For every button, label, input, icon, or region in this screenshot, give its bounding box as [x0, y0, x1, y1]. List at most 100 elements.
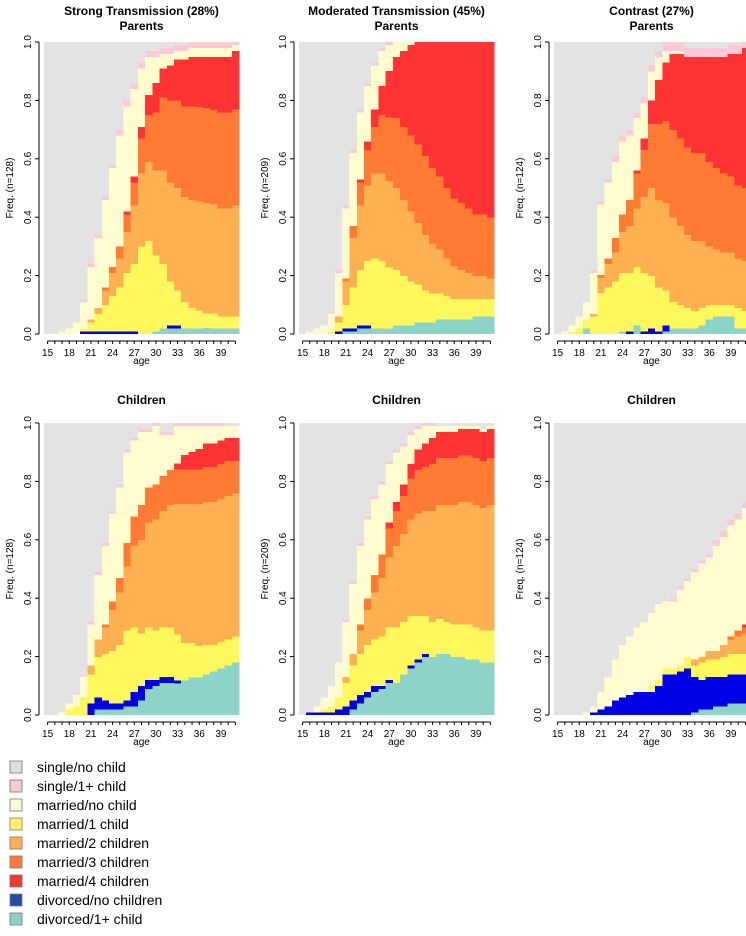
y-tick-label: 0.2 [23, 268, 34, 282]
bar-segment [166, 100, 175, 183]
bar-segment [371, 328, 379, 335]
bar-segment [720, 531, 728, 538]
bar-segment [385, 328, 394, 335]
bar-segment [109, 703, 117, 710]
x-tick-label: 33 [682, 348, 694, 359]
bar-segment [385, 528, 394, 558]
x-tick-label: 15 [552, 348, 564, 359]
y-tick-label: 0.4 [23, 591, 34, 605]
bar-segment [698, 563, 707, 657]
bar-segment [727, 44, 735, 54]
bar-segment [217, 642, 225, 669]
bar-segment [224, 665, 233, 716]
bar-segment [698, 560, 707, 564]
bar-segment [407, 281, 415, 326]
panel-subtitle: Children [627, 393, 676, 407]
bar-segment [224, 56, 233, 113]
bar-segment [130, 205, 139, 265]
bar-segment [364, 42, 372, 84]
bar-segment [174, 50, 182, 60]
bar-segment [174, 44, 182, 51]
legend-swatch [9, 836, 23, 850]
bar-segment [429, 510, 437, 622]
bar-segment [392, 682, 401, 716]
bar-segment [400, 443, 408, 447]
bar-segment [327, 685, 336, 707]
bar-segment [429, 42, 437, 168]
bar-segment [101, 542, 110, 546]
x-tick-label: 24 [617, 729, 629, 740]
bar-segment [691, 712, 699, 716]
bar-segment [407, 431, 415, 435]
bar-segment [472, 42, 480, 215]
bar-segment [443, 431, 452, 459]
bar-segment [217, 328, 225, 335]
y-tick-label: 0.8 [23, 474, 34, 488]
bar-segment [101, 545, 110, 625]
bar-segment [727, 176, 735, 253]
bar-segment [662, 62, 670, 122]
bar-segment [450, 425, 459, 432]
bar-segment [407, 665, 415, 669]
bar-segment [479, 460, 488, 508]
y-tick-label: 0.4 [533, 591, 544, 605]
bar-segment [633, 627, 642, 692]
bar-segment [101, 287, 110, 291]
bar-segment [400, 42, 408, 51]
bar-segment [364, 697, 372, 716]
bar-segment [647, 71, 656, 101]
bar-segment [65, 703, 74, 710]
bar-segment [371, 62, 379, 66]
bar-segment [202, 501, 211, 646]
bar-segment [137, 138, 146, 174]
bar-segment [356, 630, 365, 654]
bar-segment [174, 100, 182, 189]
bar-segment [662, 325, 670, 332]
bar-segment [371, 423, 379, 497]
bar-segment [712, 316, 721, 335]
bar-segment [202, 202, 211, 314]
bar-segment [137, 68, 146, 127]
bar-segment [159, 68, 168, 98]
bar-segment [87, 621, 95, 625]
y-tick-label: 0.0 [278, 708, 289, 722]
bar-segment [152, 484, 160, 520]
panel-title: Contrast (27%) [609, 4, 694, 18]
x-tick-label: 33 [427, 348, 439, 359]
bar-segment [619, 42, 627, 136]
bar-segment [647, 123, 656, 189]
bar-segment [101, 290, 110, 305]
bar-segment [195, 469, 204, 505]
x-tick-label: 18 [64, 348, 76, 359]
bar-segment [210, 466, 218, 503]
bar-segment [195, 42, 204, 49]
bar-segment [429, 243, 437, 294]
bar-segment [443, 258, 452, 297]
bar-segment [414, 659, 423, 663]
bar-segment [465, 298, 473, 320]
bar-segment [101, 627, 110, 654]
bar-segment [392, 452, 401, 503]
bar-segment [597, 709, 605, 716]
bar-segment [465, 455, 473, 503]
bar-segment [575, 423, 584, 716]
bar-segment [633, 117, 642, 171]
bar-segment [87, 322, 95, 332]
bar-segment [101, 42, 110, 197]
legend-label: divorced/no children [37, 892, 162, 908]
x-tick-label: 39 [470, 348, 482, 359]
bar-segment [137, 685, 146, 701]
x-axis-label: age [643, 737, 660, 748]
bar-segment [166, 281, 175, 326]
bar-segment [698, 325, 707, 335]
y-tick-label: 0.2 [533, 649, 544, 663]
bar-segment [210, 47, 218, 57]
bar-segment [231, 50, 240, 110]
bar-segment [224, 437, 233, 462]
bar-segment [436, 618, 444, 654]
bar-segment [51, 42, 59, 335]
bar-segment [457, 269, 466, 300]
bar-segment [159, 434, 168, 476]
bar-segment [137, 423, 146, 430]
y-tick-label: 0.4 [23, 210, 34, 224]
